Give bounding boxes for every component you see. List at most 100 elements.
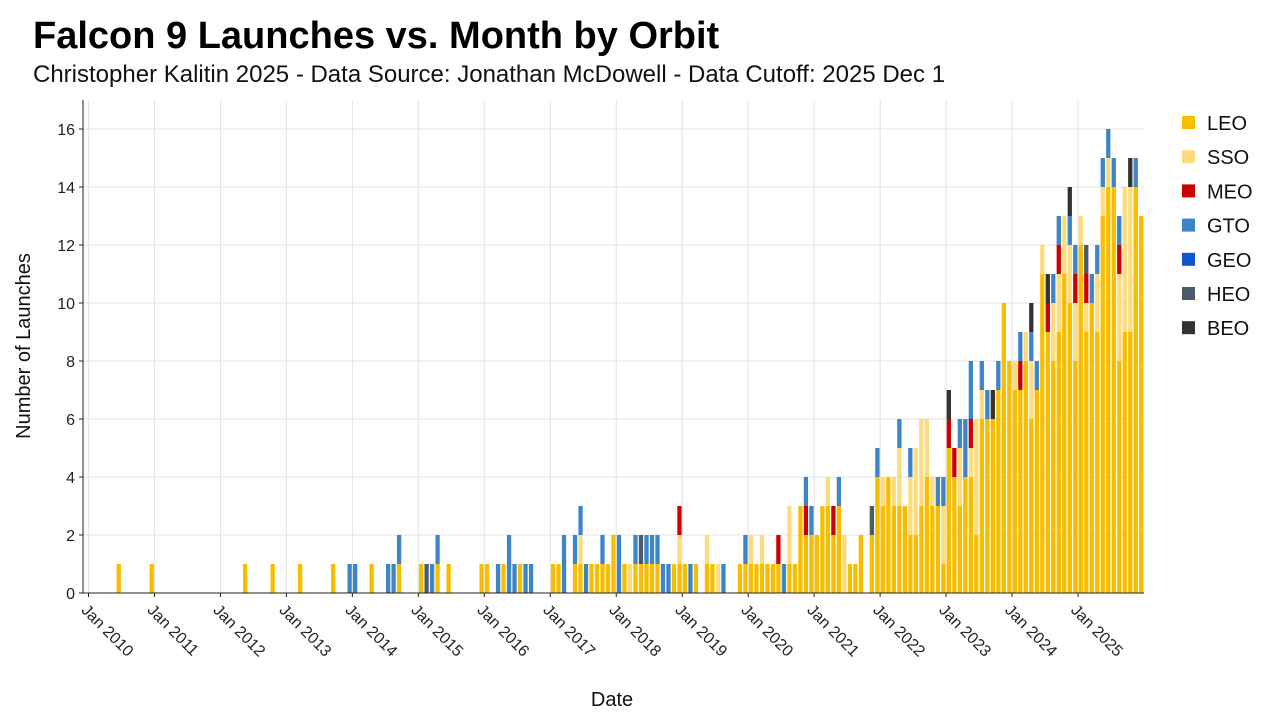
bar-segment-leo [655,564,660,593]
x-tick-label: Jan 2014 [342,602,401,661]
bar-segment-leo [704,564,710,593]
bar-segment-leo [369,564,374,593]
bar-segment-leo [671,564,677,593]
bar-segment-gto [528,564,534,593]
x-tick-label: Jan 2017 [539,602,598,661]
legend-label-geo: GEO [1207,250,1251,272]
bar-segment-sso [1012,361,1017,390]
bar-segment-leo [1051,361,1056,593]
bar-segment-leo [1001,303,1006,593]
bar-segment-leo [1095,332,1100,593]
y-tick-label: 16 [57,122,75,139]
bar-segment-gto [385,564,391,593]
bar-segment-leo [1029,419,1034,593]
y-tick-label: 12 [57,238,75,255]
bar-segment-sso [908,477,913,535]
bar-segment-beo [946,390,951,419]
bar-segment-sso [787,506,792,564]
bar-segment-gto [1100,158,1105,187]
bar-segment-leo [633,564,638,593]
bar-segment-gto [506,535,512,593]
bar-segment-leo [556,564,561,593]
bar-segment-meo [1073,274,1078,303]
x-tick-label: Jan 2025 [1067,602,1126,661]
bar-segment-sso [677,535,682,564]
bar-segment-leo [963,477,968,593]
bar-segment-sso [1023,332,1028,361]
bar-segment-leo [798,506,803,593]
bar-segment-gto [616,535,622,593]
bar-segment-leo [572,564,578,593]
bar-segment-gto [968,361,973,419]
bar-segment-leo [1007,361,1012,593]
bar-segment-sso [880,477,886,506]
x-tick-label: Jan 2012 [210,602,269,661]
bar-segment-gto [1073,245,1078,274]
bar-segment-leo [946,448,951,593]
y-tick-label: 10 [57,296,75,313]
legend-swatch-beo [1182,321,1195,335]
bar-segment-leo [897,506,902,593]
bar-segment-gto [836,477,842,506]
bar-segment-gto [908,448,913,477]
bar-segment-leo [550,564,556,593]
bar-segment-leo [578,564,583,593]
bar-segment-gto [583,564,589,593]
x-tick-label: Jan 2011 [144,602,202,660]
legend-swatch-sso [1182,150,1195,164]
bar-segment-leo [754,564,759,593]
bar-segment-leo [116,564,121,593]
bar-segment-leo [831,535,836,593]
x-axis-title: Date [591,689,633,711]
x-tick-label: Jan 2019 [671,602,730,661]
bar-segment-gto [600,535,605,564]
bar-segment-sso [1029,361,1034,419]
bar-segment-sso [891,477,897,506]
bar-segment-leo [886,477,891,593]
bar-segment-sso [842,535,847,593]
bar-segment-gto [666,564,671,593]
bar-segment-leo [853,564,858,593]
bar-segment-meo [831,506,836,535]
x-tick-label: Jan 2010 [78,602,137,661]
bar-segment-gto [875,448,880,477]
bar-segment-gto [743,535,748,564]
legend-swatch-geo [1182,252,1195,266]
bar-segment-leo [979,419,984,593]
bar-segment-leo [891,506,897,593]
bar-segment-beo [1128,158,1133,187]
bar-segment-gto [435,535,440,564]
bar-segment-leo [1056,332,1061,593]
bar-segment-gto [391,564,396,593]
y-tick-label: 0 [66,586,75,603]
bar-segment-gto [512,564,517,593]
bar-segment-leo [908,535,913,593]
bar-segment-gto [352,564,358,593]
bar-segment-leo [814,535,820,593]
bar-segment-leo [1139,216,1144,593]
bar-segment-gto [979,361,984,390]
bar-segment-leo [682,564,688,593]
bar-segment-sso [924,419,929,477]
bar-segment-leo [1084,332,1089,593]
bar-segment-leo [941,564,946,593]
bar-segment-sso [941,506,946,564]
bar-segment-sso [1040,245,1045,274]
bar-segment-gto [1089,274,1094,303]
bar-segment-leo [435,564,440,593]
legend-swatch-gto [1182,218,1195,232]
bar-segment-gto [660,564,666,593]
y-tick-label: 14 [57,180,75,197]
y-tick-label: 2 [66,528,75,545]
bar-segment-leo [913,535,919,593]
chart-title: Falcon 9 Launches vs. Month by Orbit [33,15,720,57]
bar-segment-gto [633,535,638,564]
bar-segment-leo [1078,245,1083,593]
bar-segment-gto [985,390,990,419]
y-tick-labels: 0 2 4 6 8 10 12 14 16 [57,122,83,603]
bar-stack-area [116,129,1144,593]
bar-segment-leo [298,564,303,593]
bar-segment-meo [1117,245,1122,274]
bar-segment-gto [963,419,968,477]
bar-segment-leo [484,564,490,593]
